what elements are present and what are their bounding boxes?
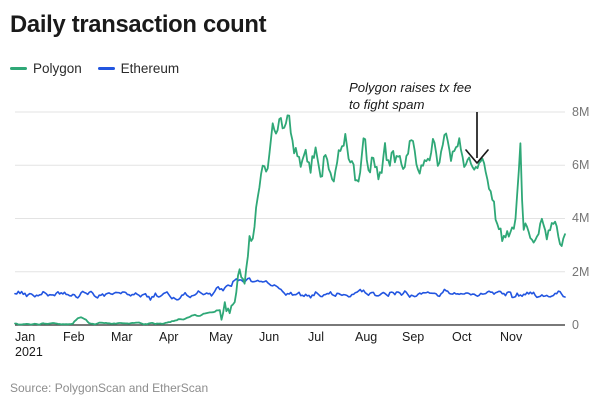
svg-text:Jul: Jul bbox=[308, 330, 324, 344]
svg-text:Sep: Sep bbox=[402, 330, 424, 344]
svg-text:2M: 2M bbox=[572, 265, 589, 279]
svg-text:Oct: Oct bbox=[452, 330, 472, 344]
svg-text:Aug: Aug bbox=[355, 330, 377, 344]
svg-text:Nov: Nov bbox=[500, 330, 523, 344]
svg-text:Jan: Jan bbox=[15, 330, 35, 344]
svg-text:Mar: Mar bbox=[111, 330, 133, 344]
svg-text:0: 0 bbox=[572, 318, 579, 332]
svg-text:May: May bbox=[209, 330, 233, 344]
svg-text:Apr: Apr bbox=[159, 330, 178, 344]
svg-text:Feb: Feb bbox=[63, 330, 85, 344]
svg-text:4M: 4M bbox=[572, 211, 589, 225]
svg-text:Jun: Jun bbox=[259, 330, 279, 344]
svg-text:2021: 2021 bbox=[15, 345, 43, 359]
svg-text:6M: 6M bbox=[572, 158, 589, 172]
svg-text:8M: 8M bbox=[572, 105, 589, 119]
